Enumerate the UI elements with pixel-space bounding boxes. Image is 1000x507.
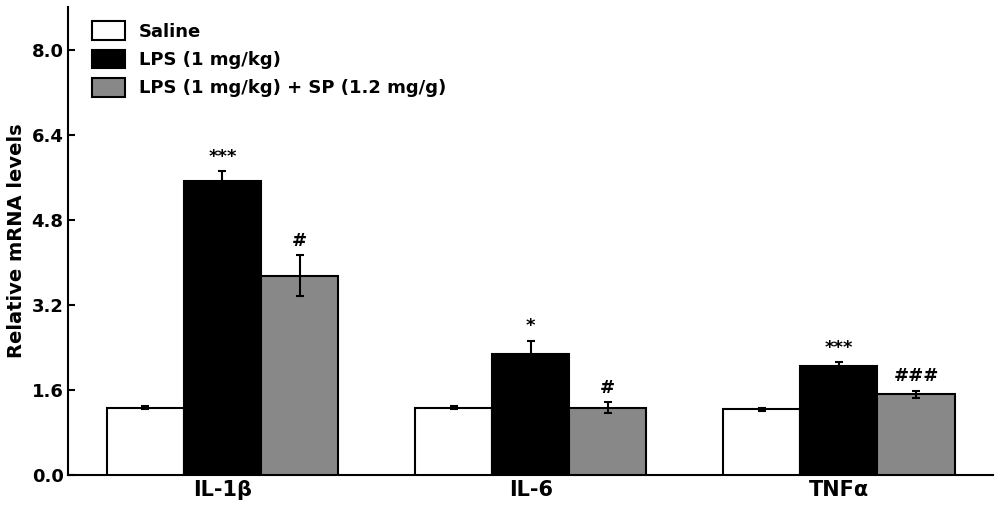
Y-axis label: Relative mRNA levels: Relative mRNA levels (7, 124, 26, 358)
Bar (184, 182, 261, 475)
Text: ***: *** (825, 339, 853, 357)
Bar (877, 394, 955, 475)
Bar (800, 366, 877, 475)
Bar (415, 408, 492, 475)
Text: #: # (600, 379, 615, 397)
Text: *: * (526, 317, 535, 335)
Text: ***: *** (208, 148, 237, 165)
Legend: Saline, LPS (1 mg/kg), LPS (1 mg/kg) + SP (1.2 mg/g): Saline, LPS (1 mg/kg), LPS (1 mg/kg) + S… (87, 16, 452, 103)
Bar (261, 276, 338, 475)
Bar (569, 408, 646, 475)
Bar (723, 409, 800, 475)
Text: ###: ### (893, 367, 939, 385)
Bar (492, 354, 569, 475)
Bar (107, 408, 184, 475)
Text: #: # (292, 232, 307, 250)
